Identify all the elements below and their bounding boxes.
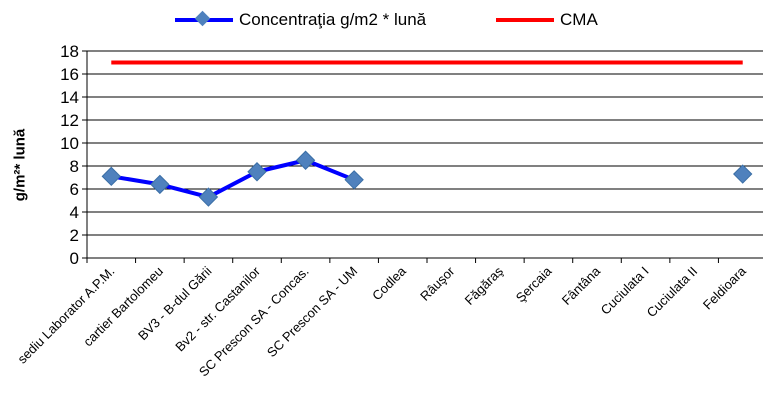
x-tick-label: Feldioara (700, 263, 749, 312)
y-tick-label: 10 (60, 134, 79, 153)
legend-label-cma: CMA (560, 10, 598, 29)
y-tick-label: 18 (60, 42, 79, 61)
series (101, 60, 753, 207)
grid (87, 50, 763, 259)
x-tick-label: Bv2 - str. Castanilor (172, 263, 263, 354)
y-tick-label: 8 (70, 157, 79, 176)
y-axis-label: g/m²* lună (11, 128, 29, 202)
y-axis-ticks: 0 2 4 6 8 10 12 14 16 18 (60, 42, 87, 268)
data-point-concentration (733, 164, 753, 184)
data-point-concentration (344, 170, 364, 190)
data-point-concentration (150, 174, 170, 195)
y-axis-label-wrap: g/m²* lună (0, 0, 40, 405)
data-point-concentration (295, 150, 316, 170)
x-tick-label: Cuciulata II (644, 264, 701, 321)
x-tick-label: Şercaia (513, 263, 555, 305)
legend-marker-concentration (194, 10, 211, 27)
x-tick-label: Fântâna (559, 263, 604, 308)
x-tick-label: Făgăraş (462, 263, 507, 308)
x-tick-label: Codlea (369, 263, 409, 303)
y-tick-label: 6 (70, 180, 79, 199)
x-axis-ticks: sediu Laborator A.P.M.cartier Bartolomeu… (14, 258, 749, 379)
legend: Concentraţia g/m2 * lună CMA (0, 6, 763, 34)
y-tick-label: 4 (70, 203, 79, 222)
legend-swatch-concentration (175, 10, 233, 27)
legend-label-concentration: Concentraţia g/m2 * lună (239, 10, 427, 29)
data-point-concentration (101, 166, 121, 187)
y-tick-label: 12 (60, 111, 79, 130)
x-tick-label: Râuşor (417, 263, 458, 304)
data-point-concentration (198, 187, 219, 207)
data-point-concentration (247, 162, 267, 182)
y-tick-label: 0 (70, 249, 79, 268)
x-tick-label: SC Prescon SA - UM (264, 264, 360, 360)
legend-swatch-cma (496, 18, 554, 22)
y-tick-label: 14 (60, 88, 79, 107)
legend-item-cma: CMA (496, 6, 598, 34)
y-tick-label: 2 (70, 226, 79, 245)
y-tick-label: 16 (60, 65, 79, 84)
legend-item-concentration: Concentraţia g/m2 * lună (175, 6, 426, 34)
